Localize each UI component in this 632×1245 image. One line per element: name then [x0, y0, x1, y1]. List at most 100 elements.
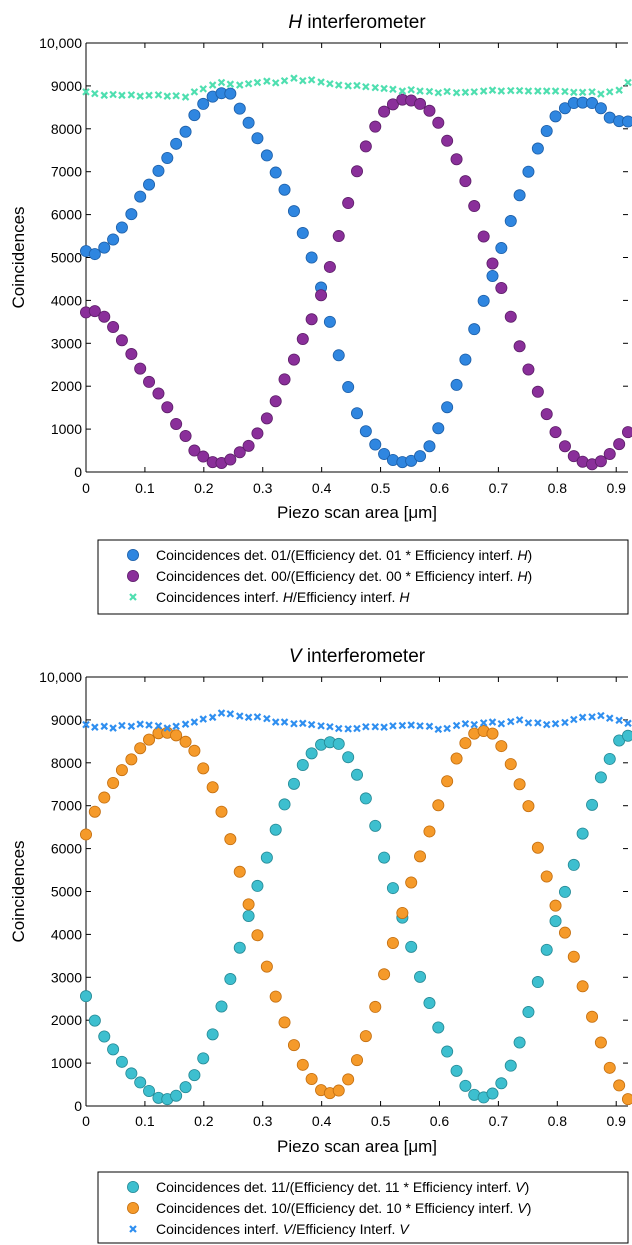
series-3: [82, 74, 632, 101]
data-point: [495, 740, 508, 753]
data-point: [513, 1036, 526, 1049]
data-point: [359, 1030, 372, 1043]
data-point-x: [551, 719, 560, 728]
y-tick-label: 0: [74, 464, 82, 480]
x-tick-label: 0.4: [312, 480, 332, 496]
data-point: [459, 353, 472, 366]
data-point-x: [326, 79, 334, 88]
data-point-x: [190, 88, 199, 96]
legend: Coincidences det. 01/(Efficiency det. 01…: [97, 539, 629, 615]
x-tick-label: 0.6: [430, 480, 450, 496]
data-point-x: [362, 722, 370, 731]
x-tick-label: 0.5: [371, 480, 391, 496]
data-point-x: [253, 713, 262, 721]
y-tick-label: 1000: [51, 1055, 82, 1071]
data-point: [278, 183, 291, 196]
data-point: [549, 915, 562, 928]
data-point: [98, 1030, 111, 1043]
data-point-x: [615, 716, 623, 725]
series-1: [80, 87, 632, 469]
y-tick-label: 4000: [51, 926, 82, 942]
data-point-x: [452, 88, 461, 97]
x-tick-label: 0.8: [548, 1113, 568, 1129]
x-tick-label: 0.2: [194, 1113, 214, 1129]
data-point: [233, 102, 246, 115]
data-point-x: [524, 719, 533, 727]
data-point: [107, 1043, 120, 1056]
data-point: [350, 165, 363, 178]
y-tick-label: 2000: [51, 1012, 82, 1028]
data-point: [206, 781, 219, 794]
data-point-x: [425, 87, 434, 96]
data-point: [378, 851, 391, 864]
data-point: [549, 899, 562, 912]
data-point-x: [479, 87, 488, 95]
legend-marker: [127, 1202, 140, 1215]
data-point: [378, 968, 391, 981]
y-tick-label: 3000: [51, 335, 82, 351]
x-tick-label: 0.9: [606, 480, 626, 496]
data-point-x: [597, 711, 605, 720]
data-point: [197, 1052, 210, 1065]
data-point: [278, 1016, 291, 1029]
data-point-x: [317, 722, 325, 730]
data-point: [143, 1084, 156, 1097]
data-point-x: [226, 80, 235, 88]
data-point: [386, 936, 399, 949]
data-point: [423, 825, 436, 838]
data-point: [215, 805, 228, 818]
data-point: [287, 353, 300, 366]
data-point: [143, 375, 156, 388]
data-point-x: [461, 719, 470, 728]
data-point-x: [534, 719, 542, 727]
data-point: [332, 230, 345, 243]
data-point: [179, 735, 192, 748]
data-point: [495, 242, 508, 255]
data-point-x: [362, 82, 370, 91]
legend-entry: Coincidences det. 11/(Efficiency det. 11…: [156, 1179, 529, 1195]
data-point: [350, 768, 363, 781]
data-point: [332, 737, 345, 750]
data-point-x: [290, 719, 298, 728]
data-point: [88, 1014, 101, 1027]
data-point-x: [82, 720, 90, 729]
data-point: [125, 1067, 138, 1080]
data-point-x: [136, 720, 144, 728]
data-point: [88, 805, 101, 818]
data-point-x: [497, 87, 506, 95]
data-point: [468, 323, 481, 336]
data-point: [251, 879, 264, 892]
data-point: [586, 798, 599, 811]
data-point-x: [470, 720, 479, 729]
data-point: [125, 753, 138, 766]
data-point: [414, 450, 427, 463]
data-point: [342, 751, 355, 764]
data-point: [603, 447, 616, 460]
data-point: [332, 1084, 345, 1097]
data-point-x: [82, 88, 90, 96]
y-tick-label: 1000: [51, 421, 82, 437]
data-point-x: [380, 84, 388, 93]
data-point: [188, 744, 201, 757]
data-point-x: [154, 722, 163, 730]
data-point: [441, 1045, 454, 1058]
data-point-x: [226, 710, 235, 718]
data-point: [504, 215, 517, 228]
data-point: [477, 230, 490, 243]
data-point-x: [344, 82, 352, 90]
data-point-x: [326, 722, 334, 731]
data-point-x: [597, 90, 605, 98]
data-point-x: [506, 717, 515, 726]
data-point: [342, 197, 355, 210]
data-point-x: [163, 724, 172, 732]
x-tick-label: 0.2: [194, 480, 214, 496]
data-point: [567, 450, 580, 463]
data-point: [115, 334, 128, 347]
data-point: [495, 1077, 508, 1090]
data-point: [378, 105, 391, 118]
data-point: [450, 752, 463, 765]
data-point-x: [561, 718, 569, 727]
data-point: [441, 401, 454, 414]
y-tick-label: 10,000: [39, 35, 82, 51]
data-point-x: [443, 724, 451, 733]
